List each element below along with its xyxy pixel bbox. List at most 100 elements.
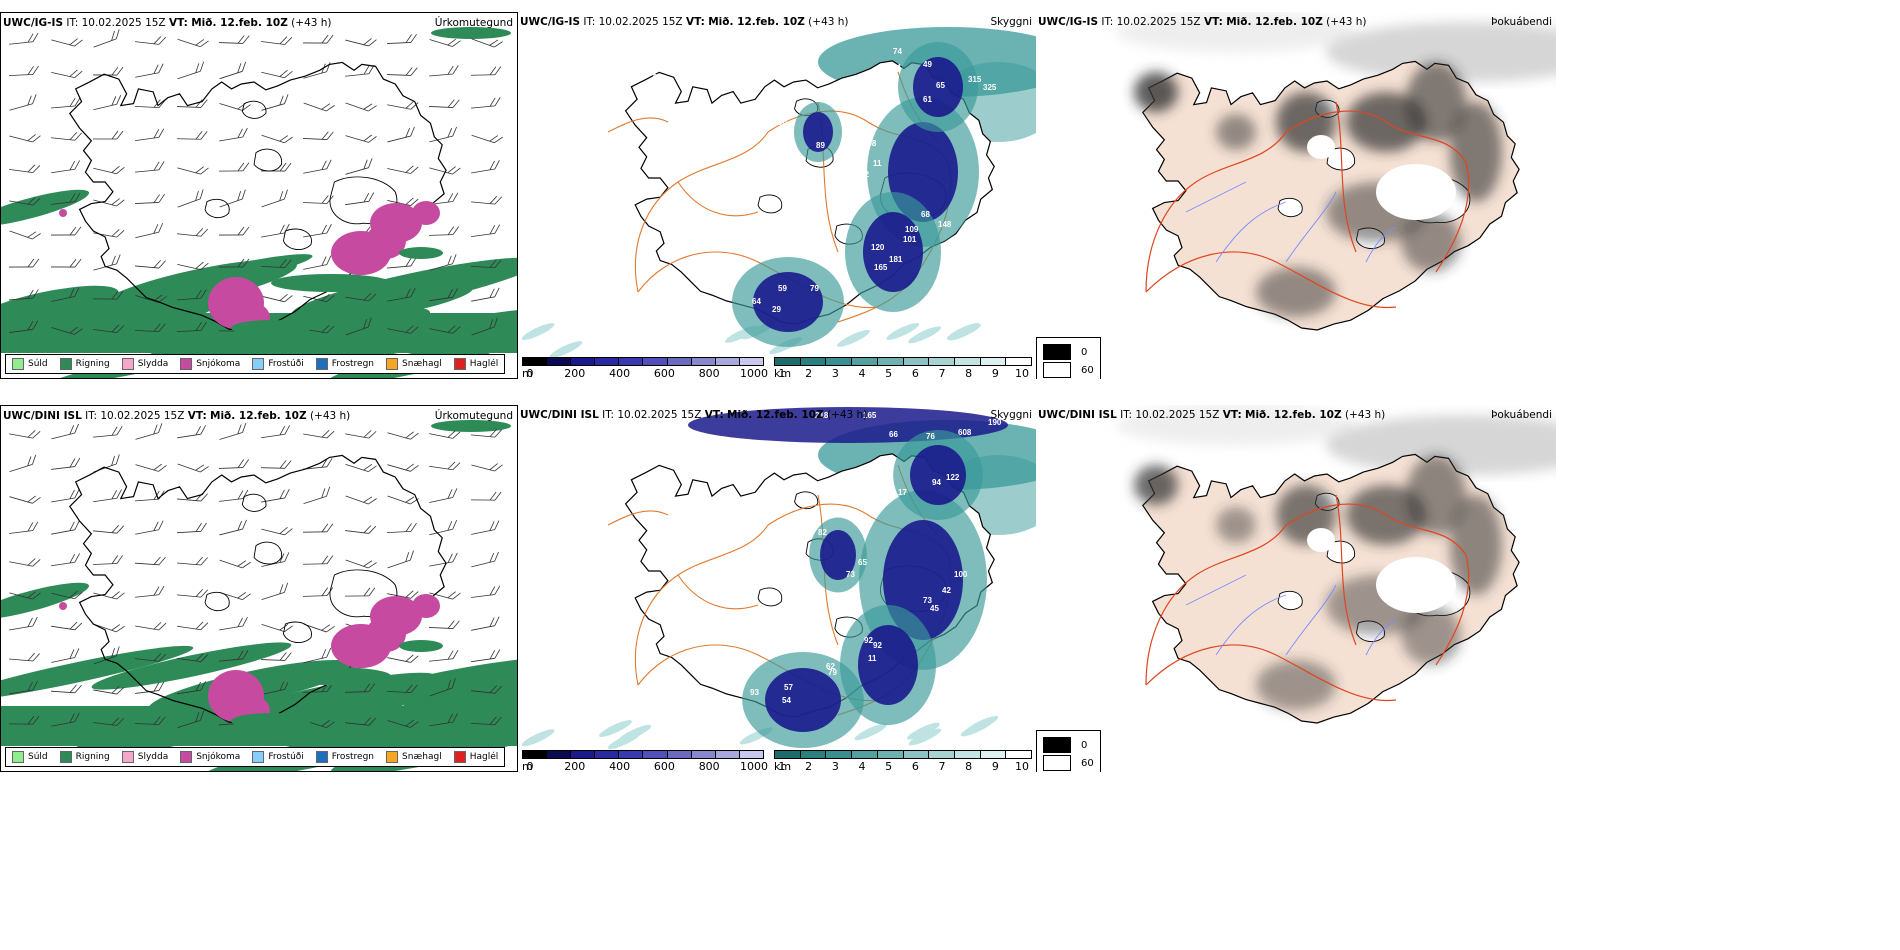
colorbar-tick: 200 bbox=[564, 367, 586, 379]
fog-panel-bottom: UWC/DINI ISL IT: 10.02.2025 15Z VT: Mið.… bbox=[1036, 405, 1556, 772]
colorbar-unit: m bbox=[522, 367, 533, 379]
colorbar-tick: 0 bbox=[526, 760, 534, 772]
ceiling-label: 100 bbox=[954, 570, 968, 579]
ceiling-label: 120 bbox=[871, 243, 885, 252]
panel-header: UWC/IG-IS IT: 10.02.2025 15Z VT: Mið. 12… bbox=[520, 16, 849, 28]
fog-legend-label: 60 bbox=[1081, 364, 1094, 376]
ceiling-label: 54 bbox=[782, 696, 791, 705]
colorbar-tick: 800 bbox=[698, 760, 720, 772]
fog-legend-label: 0 bbox=[1081, 346, 1088, 358]
ceiling-label: 61 bbox=[923, 95, 932, 104]
legend-label: Frostregn bbox=[331, 752, 375, 762]
fog-legend-swatch bbox=[1043, 344, 1071, 360]
ceiling-label: 68 bbox=[921, 210, 930, 219]
legend-label: Slydda bbox=[137, 752, 169, 762]
fog-legend-swatch bbox=[1043, 362, 1071, 378]
precip-map bbox=[1, 27, 517, 378]
colorbar-tick: 9 bbox=[991, 760, 999, 772]
colorbar-tick: 0 bbox=[526, 367, 534, 379]
legend-label: Frostregn bbox=[331, 359, 375, 369]
legend-swatch bbox=[453, 751, 466, 763]
panel-header: UWC/DINI ISL IT: 10.02.2025 15Z VT: Mið.… bbox=[1038, 409, 1386, 421]
colorbar-tick: 4 bbox=[858, 760, 866, 772]
precip-panel-top: UWC/IG-IS IT: 10.02.2025 15Z VT: Mið. 12… bbox=[0, 12, 518, 379]
fog-legend-label: 0 bbox=[1081, 739, 1088, 751]
colorbar-unit: m bbox=[522, 760, 533, 772]
colorbar-tick: 400 bbox=[609, 760, 631, 772]
colorbar-tick: 8 bbox=[965, 760, 973, 772]
colorbar-tick: 1000 bbox=[740, 367, 768, 379]
ceiling-label: 64 bbox=[892, 63, 901, 72]
legend-swatch bbox=[386, 358, 399, 370]
colorbar-tick: 7 bbox=[938, 367, 946, 379]
ceiling-label: 29 bbox=[772, 305, 781, 314]
legend-swatch bbox=[315, 751, 328, 763]
fog-legend-swatch bbox=[1043, 755, 1071, 771]
legend-label: Slydda bbox=[137, 359, 169, 369]
ceiling-colorbar: m 0 200 400 600 800 1000 bbox=[522, 357, 768, 379]
legend-item: Frostregn bbox=[315, 751, 375, 763]
precip-legend: Súld Rigning Slydda Snjókoma Frostúði Frostre… bbox=[5, 747, 506, 767]
legend-item: Snjókoma bbox=[180, 751, 240, 763]
ceiling-label: 315 bbox=[968, 75, 982, 84]
ceiling-label: 165 bbox=[874, 263, 888, 272]
fog-legend: 0 60 bbox=[1036, 730, 1101, 772]
ceiling-label: 42 bbox=[942, 586, 951, 595]
legend-swatch bbox=[59, 751, 72, 763]
legend-label: Snjókoma bbox=[196, 752, 241, 762]
colorbar-tick: 4 bbox=[858, 367, 866, 379]
legend-item: Súld bbox=[12, 358, 48, 370]
ceiling-label: 11 bbox=[873, 159, 882, 168]
colorbar-tick: 400 bbox=[609, 367, 631, 379]
colorbar-unit: km bbox=[774, 367, 792, 379]
ceiling-label: 93 bbox=[750, 688, 759, 697]
visibility-colorbar: km 1 2 3 4 5 6 7 8 9 10 bbox=[774, 357, 1032, 379]
ceiling-label: 17 bbox=[898, 488, 907, 497]
ceiling-label: 49 bbox=[923, 60, 932, 69]
colorbar-tick: 200 bbox=[564, 760, 586, 772]
panel-header: UWC/IG-IS IT: 10.02.2025 15Z VT: Mið. 12… bbox=[1038, 16, 1367, 28]
ceiling-label: 109 bbox=[905, 225, 919, 234]
colorbar-tick: 2 bbox=[805, 760, 813, 772]
fog-legend-row: 0 bbox=[1043, 344, 1094, 360]
fog-legend-row: 0 bbox=[1043, 737, 1094, 753]
ceiling-label: 608 bbox=[958, 428, 972, 437]
legend-label: Frostúði bbox=[268, 359, 304, 369]
colorbar-tick: 600 bbox=[653, 760, 675, 772]
ceiling-label: 89 bbox=[816, 141, 825, 150]
ceiling-label: 74 bbox=[893, 47, 902, 56]
colorbar-tick: 5 bbox=[885, 367, 893, 379]
legend-item: Snjókoma bbox=[180, 358, 240, 370]
colorbar-tick: 8 bbox=[965, 367, 973, 379]
legend-item: Haglél bbox=[453, 751, 498, 763]
legend-label: Rigning bbox=[75, 752, 110, 762]
legend-label: Frostúði bbox=[268, 752, 304, 762]
ceiling-label: 62 bbox=[826, 662, 835, 671]
legend-swatch bbox=[59, 358, 72, 370]
ceiling-label: 92 bbox=[873, 641, 882, 650]
legend-swatch bbox=[180, 751, 193, 763]
legend-label: Súld bbox=[28, 752, 48, 762]
legend-item: Slydda bbox=[121, 751, 169, 763]
colorbar-tick: 9 bbox=[991, 367, 999, 379]
colorbar-tick: 6 bbox=[911, 760, 919, 772]
legend-item: Súld bbox=[12, 751, 48, 763]
precip-map bbox=[1, 420, 517, 771]
legend-label: Súld bbox=[28, 359, 48, 369]
ceiling-label: 82 bbox=[818, 528, 827, 537]
colorbar-tick: 5 bbox=[885, 760, 893, 772]
colorbar-tick: 1 bbox=[778, 760, 786, 772]
legend-item: Snæhagl bbox=[386, 358, 442, 370]
fog-map bbox=[1116, 405, 1556, 724]
colorbar-tick: 7 bbox=[938, 760, 946, 772]
legend-swatch bbox=[121, 358, 134, 370]
ceiling-label: 92 bbox=[864, 636, 873, 645]
ceiling-label: 148 bbox=[938, 220, 952, 229]
colorbar-tick: 1000 bbox=[740, 760, 768, 772]
legend-item: Rigning bbox=[59, 358, 110, 370]
panel-title: Úrkomutegund bbox=[434, 17, 513, 29]
legend-label: Rigning bbox=[75, 359, 110, 369]
ceiling-label: 93 bbox=[653, 73, 662, 82]
